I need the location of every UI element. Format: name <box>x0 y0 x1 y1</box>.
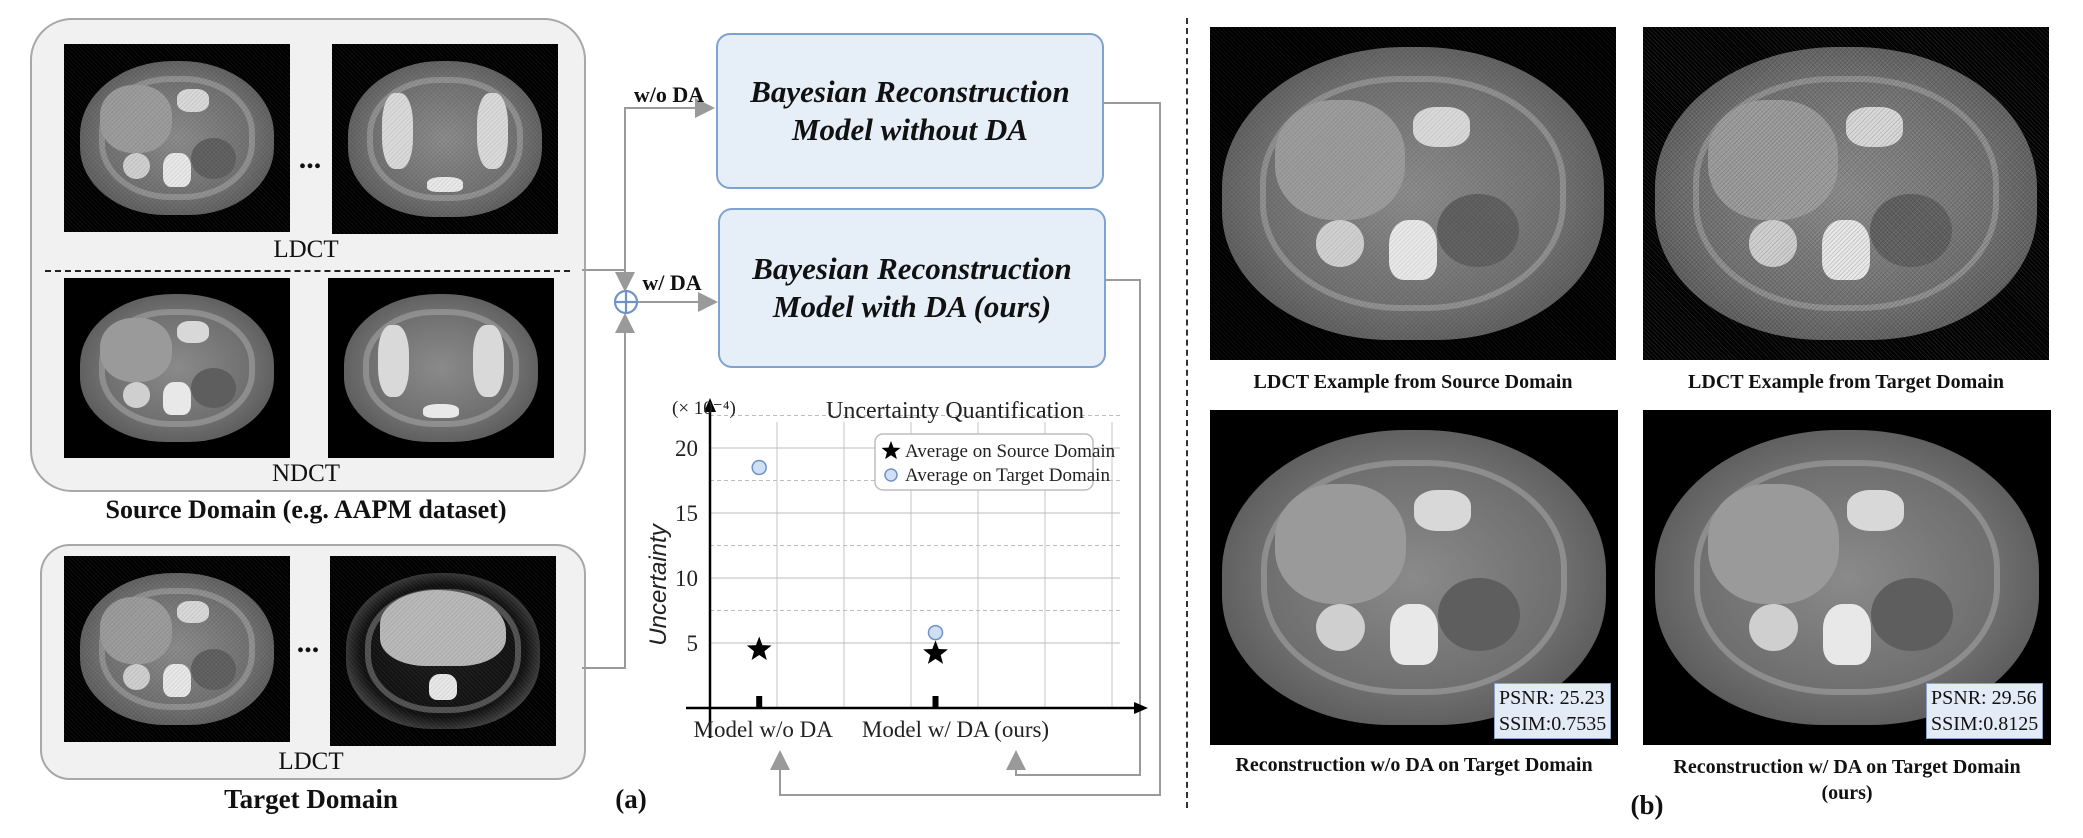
source-ldct-caption: LDCT <box>273 236 339 263</box>
panel-b-label: (b) <box>1630 790 1664 820</box>
model-without-da-box: Bayesian Reconstruction Model without DA <box>716 33 1104 189</box>
caption-ldct-source: LDCT Example from Source Domain <box>1253 371 1573 393</box>
flow-connectors <box>582 98 1161 796</box>
metrics-recon-w-da: PSNR: 29.56 SSIM:0.8125 <box>1926 683 2044 739</box>
ssim-wo-da: SSIM:0.7535 <box>1499 713 1607 735</box>
target-domain-caption: Target Domain <box>224 784 398 814</box>
ct-recon-wo-da <box>1210 410 1618 745</box>
ct-target-ldct-abdomen <box>64 556 290 742</box>
legend-entry: Average on Target Domain <box>905 465 1110 486</box>
concat-oplus-icon <box>613 289 639 315</box>
caption-recon-w-da-line2: (ours) <box>1821 782 1873 804</box>
ct-ldct-target-example <box>1643 27 2049 360</box>
source-domain-point <box>746 636 772 660</box>
source-ndct-caption: NDCT <box>271 460 341 487</box>
chart-ytick-label: 20 <box>675 436 698 461</box>
caption-ldct-target: LDCT Example from Target Domain <box>1688 371 2004 393</box>
source-domain-caption: Source Domain (e.g. AAPM dataset) <box>105 495 507 524</box>
model-with-da-box: Bayesian Reconstruction Model with DA (o… <box>718 208 1106 368</box>
ellipsis-target-ldct: ... <box>296 626 320 659</box>
chart-x-axis-arrow <box>1134 702 1148 714</box>
model-with-da-line2: Model with DA (ours) <box>772 289 1052 324</box>
ct-source-ldct-pelvis <box>332 44 558 234</box>
ct-target-ldct-chest <box>330 556 556 746</box>
source-domain-point <box>923 640 948 664</box>
psnr-wo-da: PSNR: 25.23 <box>1499 687 1605 709</box>
chart-legend-box <box>874 433 1094 491</box>
chart-ytick-label: 10 <box>675 566 698 591</box>
target-ldct-caption: LDCT <box>278 748 344 775</box>
label-w-da: w/ DA <box>642 270 702 295</box>
chart-xtick-mark <box>756 696 763 708</box>
chart-ytick-label: 15 <box>675 501 698 526</box>
ssim-w-da: SSIM:0.8125 <box>1931 713 2039 735</box>
ct-source-ldct-abdomen <box>64 44 290 232</box>
chart-ylabel: Uncertainty <box>645 522 672 645</box>
chart-title: Uncertainty Quantification <box>826 398 1084 424</box>
chart-ytick-label: 5 <box>687 631 699 656</box>
ct-source-ndct-pelvis <box>328 278 554 458</box>
chart-scale-note: (× 10⁻⁴) <box>672 398 736 419</box>
metrics-recon-wo-da: PSNR: 25.23 SSIM:0.7535 <box>1494 683 1612 739</box>
chart-xtick-label: Model w/ DA (ours) <box>862 717 1049 742</box>
ct-source-ndct-abdomen <box>64 278 290 458</box>
ldct-ndct-divider <box>45 270 570 272</box>
label-wo-da: w/o DA <box>633 82 705 107</box>
panel-separator <box>1186 18 1188 808</box>
model-without-da-line1: Bayesian Reconstruction <box>750 74 1070 110</box>
panel-a-label: (a) <box>615 784 647 814</box>
legend-entry: Average on Source Domain <box>905 441 1116 462</box>
ct-ldct-source-example <box>1210 27 1616 360</box>
legend-star-icon <box>881 441 901 460</box>
chart-xtick-label: Model w/o DA <box>694 717 834 742</box>
caption-recon-w-da-line1: Reconstruction w/ DA on Target Domain <box>1673 756 2021 778</box>
ellipsis-source-ldct: ... <box>298 142 322 175</box>
psnr-w-da: PSNR: 29.56 <box>1931 687 2037 709</box>
target-domain-point <box>751 459 767 476</box>
chart-xtick-mark <box>932 696 939 708</box>
uncertainty-chart: 5 10 15 20 Uncertainty Quantification (× 10⁻⁴… <box>645 398 1148 742</box>
model-without-da-line2: Model without DA <box>791 112 1028 147</box>
target-domain-point <box>927 624 944 641</box>
model-with-da-line1: Bayesian Reconstruction <box>752 251 1072 287</box>
caption-recon-wo-da: Reconstruction w/o DA on Target Domain <box>1235 754 1593 776</box>
chart-y-axis-arrow <box>704 398 716 412</box>
legend-circle-icon <box>884 468 898 482</box>
